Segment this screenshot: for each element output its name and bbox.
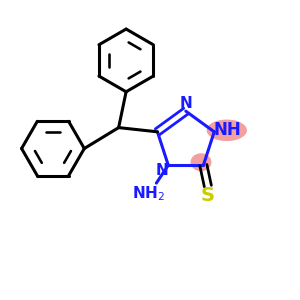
Text: N: N xyxy=(155,163,168,178)
Ellipse shape xyxy=(190,153,212,171)
Ellipse shape xyxy=(207,120,247,141)
Text: N: N xyxy=(179,96,192,111)
Text: S: S xyxy=(201,186,215,205)
Text: NH$_2$: NH$_2$ xyxy=(132,184,165,203)
Text: NH: NH xyxy=(213,121,241,139)
